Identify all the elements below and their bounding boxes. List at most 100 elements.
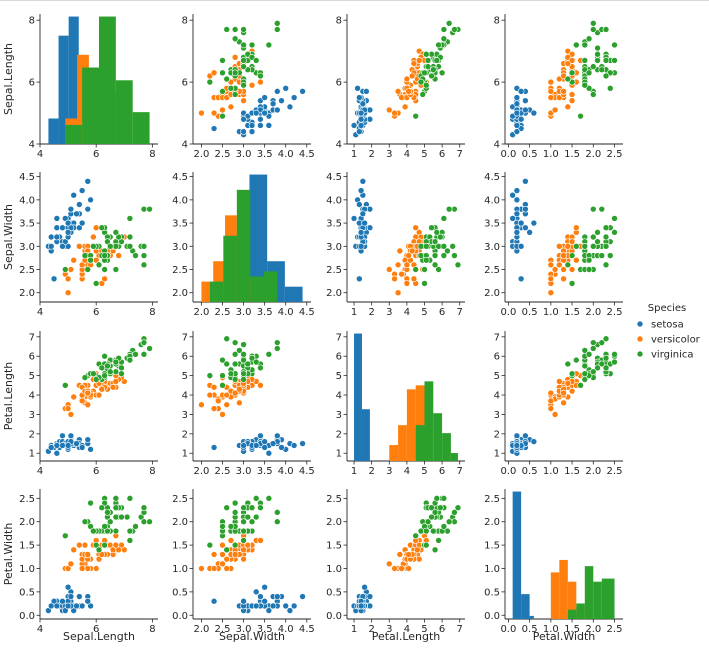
y-tick-label: 0.5 (19, 587, 35, 598)
x-axis-label-sepal-width: Sepal.Width (219, 630, 285, 643)
scatter-point-versicolor (109, 383, 117, 391)
y-tick-label: 3 (29, 410, 35, 421)
scatter-point-versicolor (64, 289, 72, 297)
scatter-point-setosa (359, 177, 367, 185)
scatter-point-virginica (112, 527, 120, 535)
scatter-point-virginica (417, 78, 425, 86)
scatter-point-virginica (435, 41, 442, 49)
scatter-point-virginica (564, 360, 572, 368)
scatter-point-setosa (261, 597, 268, 605)
scatter-point-virginica (219, 57, 226, 64)
x-tick-label: 2.5 (215, 149, 231, 160)
scatter-point-setosa (257, 122, 264, 129)
scatter-point-setosa (522, 224, 529, 232)
scatter-point-versicolor (98, 385, 106, 393)
scatter-point-versicolor (210, 109, 218, 117)
x-tick-label: 2 (368, 624, 374, 635)
scatter-point-virginica (81, 252, 89, 259)
scatter-point-virginica (429, 527, 437, 535)
y-tick-label: 2.5 (172, 494, 188, 505)
scatter-point-virginica (611, 215, 618, 222)
y-tick-label: 6 (182, 352, 188, 363)
panel-petal-length-vs-petal-width: 0.0 0.5 1.0 1.5 2.0 2.5 1 2 3 4 5 6 7 (494, 331, 623, 477)
scatter-point-setosa (357, 122, 365, 129)
scatter-point-setosa (53, 215, 61, 222)
scatter-point-virginica (273, 345, 281, 352)
scatter-point-virginica (231, 509, 239, 516)
scatter-point-virginica (123, 513, 131, 521)
x-tick-label: 3.5 (257, 307, 273, 318)
scatter-point-virginica (273, 509, 281, 516)
scatter-point-setosa (240, 597, 247, 605)
scatter-point-versicolor (394, 261, 402, 269)
scatter-point-virginica (585, 69, 593, 77)
x-tick-label: 6 (93, 149, 99, 160)
scatter-point-virginica (435, 266, 442, 273)
scatter-point-virginica (240, 537, 247, 544)
scatter-point-virginica (84, 266, 92, 273)
panel-petal-width-vs-sepal-width: 2.0 2.5 3.0 3.5 4.0 4.5 0.0 0.5 1.0 1.5 2.0 2.5 (172, 489, 315, 635)
panel-sepal-length-vs-sepal-length: 4 6 8 4 6 8 (29, 14, 158, 160)
scatter-point-versicolor (391, 275, 398, 283)
x-tick-label: 0.5 (522, 149, 538, 160)
y-tick-label: 6 (336, 78, 342, 89)
scatter-point-versicolor (414, 546, 421, 554)
x-tick-label: 3 (386, 307, 392, 318)
scatter-point-versicolor (556, 242, 563, 250)
scatter-point-versicolor (547, 88, 555, 95)
scatter-point-versicolor (403, 261, 411, 269)
scatter-point-virginica (101, 372, 108, 379)
scatter-point-setosa (84, 597, 92, 605)
scatter-point-versicolor (70, 256, 78, 264)
scatter-point-virginica (594, 50, 601, 58)
scatter-point-versicolor (551, 266, 559, 273)
panel-petal-length-vs-sepal-length: 4 6 8 1 2 3 4 5 6 7 (29, 331, 158, 477)
scatter-point-versicolor (78, 565, 86, 572)
scatter-point-setosa (47, 242, 55, 250)
scatter-point-virginica (248, 518, 256, 526)
scatter-point-setosa (257, 593, 264, 600)
scatter-point-versicolor (92, 565, 100, 572)
y-tick-label: 1.0 (326, 564, 342, 575)
scatter-point-virginica (428, 513, 435, 521)
scatter-point-setosa (248, 128, 256, 135)
scatter-point-virginica (236, 347, 243, 354)
scatter-point-setosa (64, 219, 72, 227)
y-axis-label-petal-width: Petal.Width (2, 523, 15, 586)
scatter-point-virginica (140, 504, 148, 512)
scatter-point-virginica (454, 261, 462, 269)
y-tick-label: 0.0 (19, 611, 35, 622)
scatter-point-setosa (513, 229, 521, 236)
x-tick-label: 6 (439, 466, 445, 477)
scatter-point-virginica (589, 63, 597, 70)
scatter-point-virginica (112, 495, 120, 502)
scatter-point-versicolor (257, 382, 264, 389)
scatter-point-virginica (240, 63, 247, 70)
scatter-point-setosa (240, 442, 247, 449)
scatter-point-versicolor (560, 389, 567, 397)
scatter-point-virginica (240, 26, 247, 33)
x-tick-label: 7 (457, 624, 463, 635)
y-tick-label: 2.0 (326, 288, 342, 299)
y-tick-label: 2.0 (172, 288, 188, 299)
scatter-point-versicolor (547, 389, 555, 397)
scatter-point-virginica (273, 518, 281, 526)
x-tick-label: 4 (404, 149, 410, 160)
scatter-point-versicolor (219, 560, 226, 568)
scatter-point-virginica (568, 280, 576, 287)
scatter-point-versicolor (223, 555, 231, 563)
scatter-point-setosa (240, 115, 247, 123)
scatter-point-versicolor (396, 551, 404, 558)
scatter-point-setosa (357, 242, 365, 250)
scatter-point-virginica (589, 26, 597, 33)
y-tick-label: 1.5 (19, 541, 35, 552)
x-tick-label: 1.0 (543, 466, 559, 477)
scatter-point-versicolor (78, 397, 86, 405)
scatter-point-setosa (509, 215, 516, 222)
scatter-point-setosa (517, 88, 525, 95)
scatter-point-virginica (231, 541, 239, 549)
scatter-point-versicolor (84, 389, 92, 397)
y-tick-label: 2.0 (484, 517, 500, 528)
